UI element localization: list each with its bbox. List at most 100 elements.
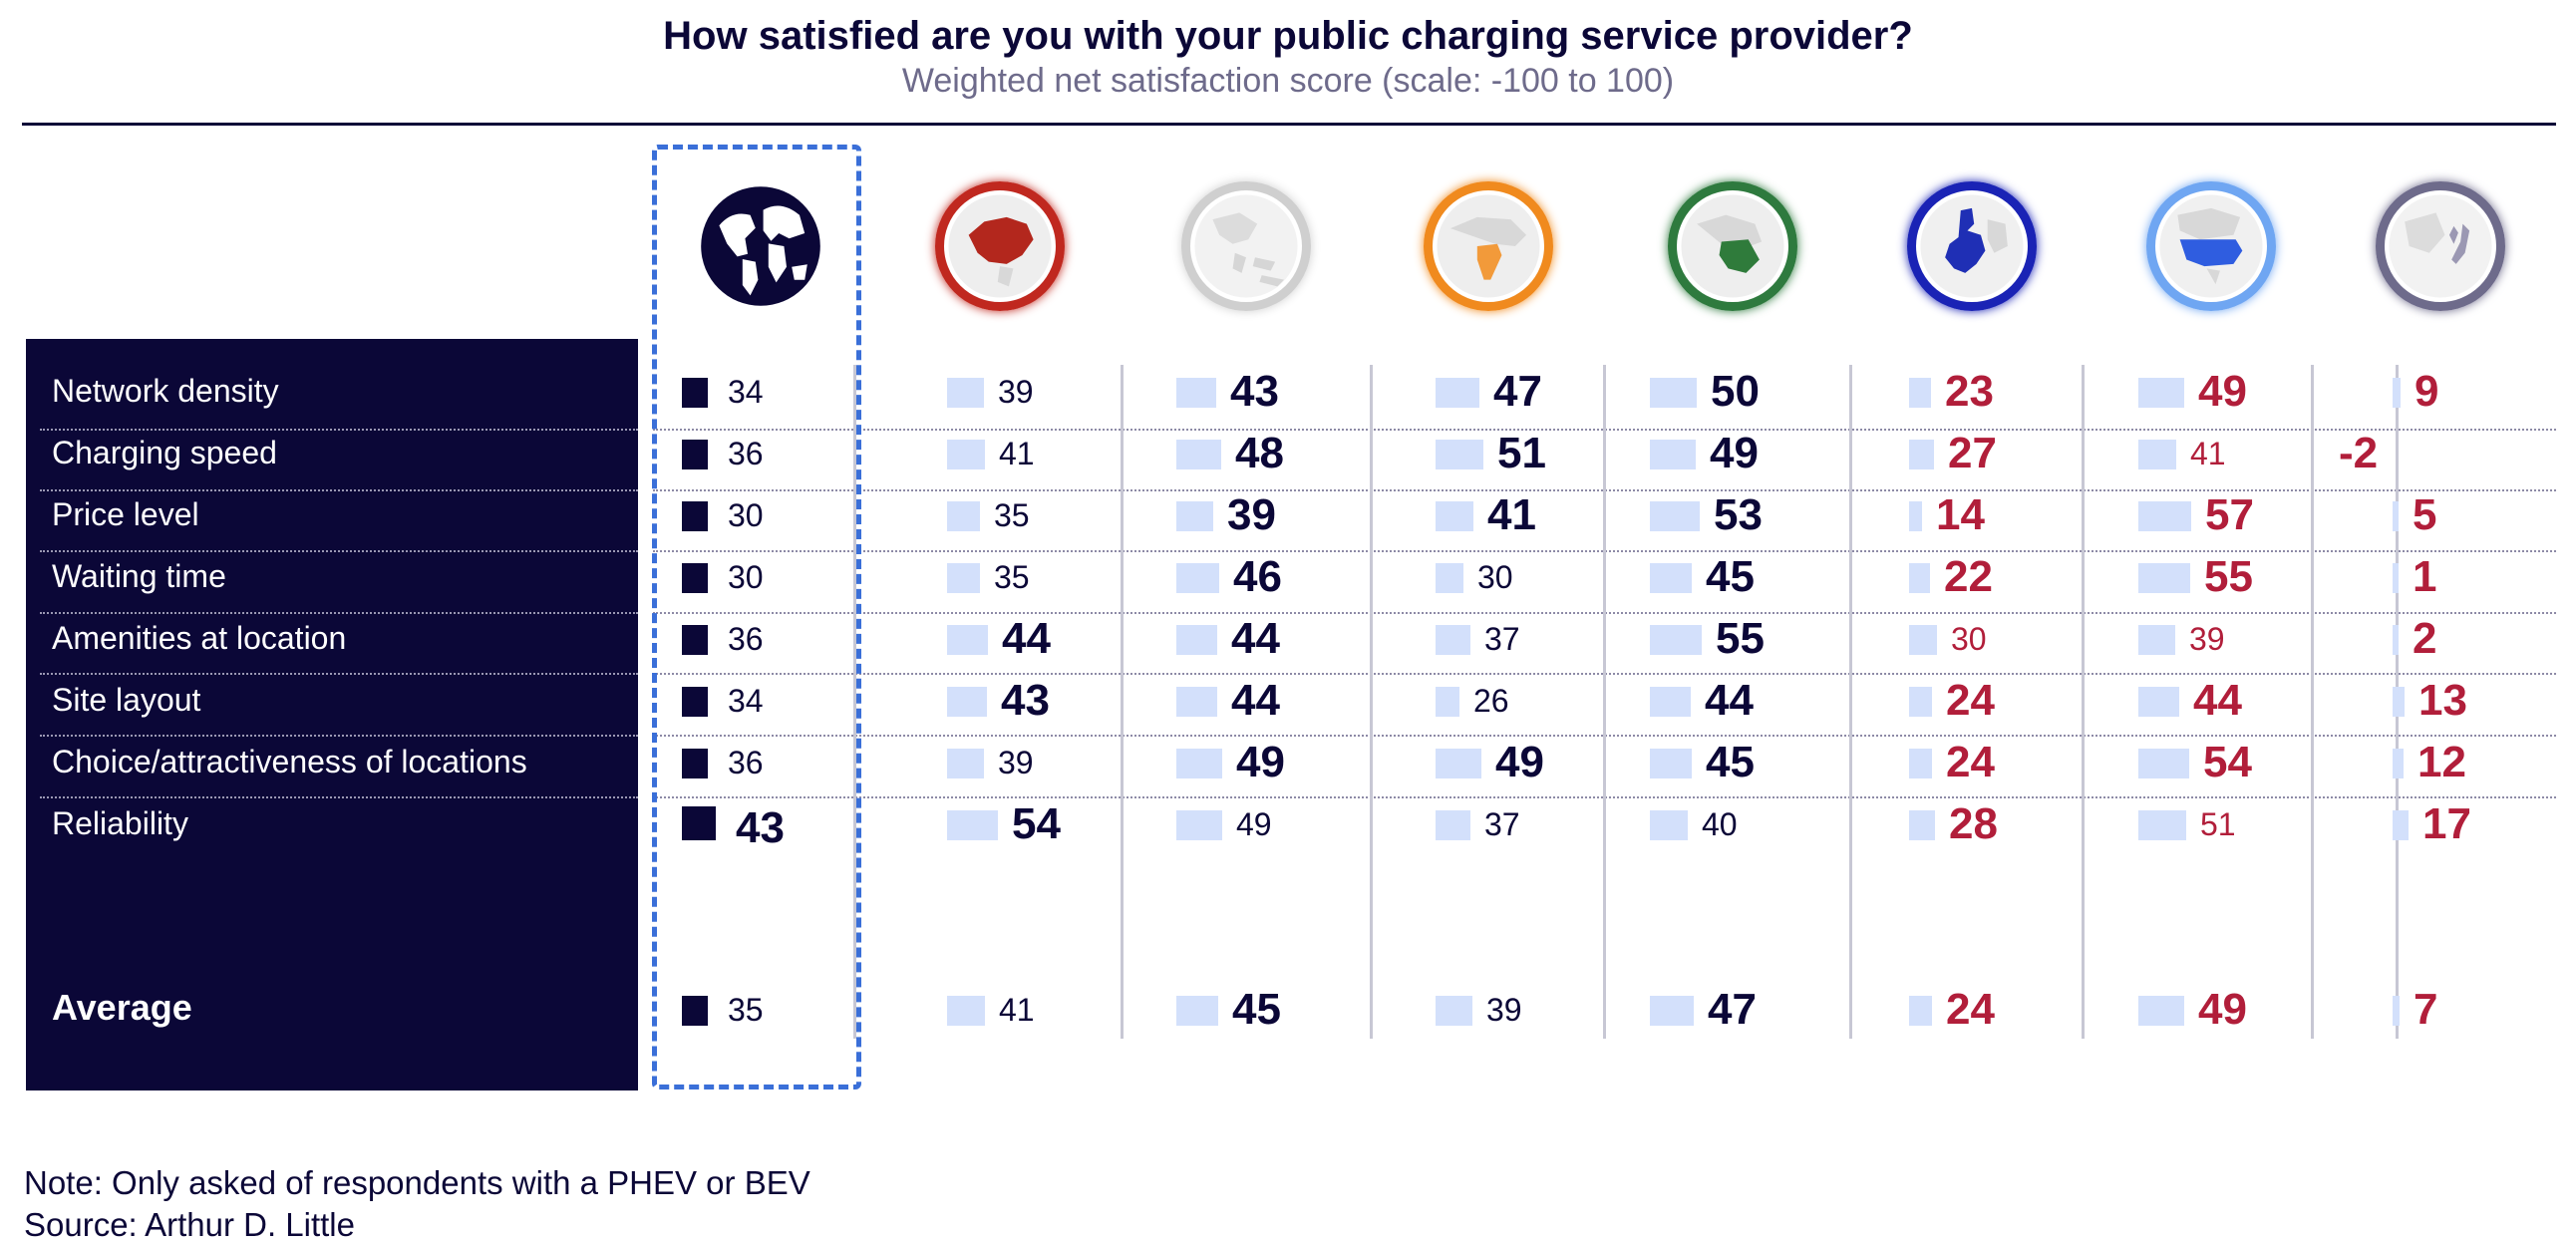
row-label: Amenities at location: [52, 620, 347, 656]
value-label: 2: [2413, 614, 2437, 663]
value-label: 30: [728, 497, 764, 533]
value-bar: [1176, 501, 1213, 531]
value-bar: [1650, 687, 1691, 717]
value-label: 34: [728, 683, 764, 719]
value-label: 24: [1946, 676, 1995, 725]
value-bar: [1176, 440, 1221, 469]
value-bar: [1650, 440, 1696, 469]
value-bar: [1176, 810, 1222, 840]
row-label: Choice/attractiveness of locations: [52, 744, 527, 779]
value-label: 41: [999, 992, 1035, 1028]
value-label: 39: [1486, 992, 1522, 1028]
value-label: 45: [1232, 985, 1281, 1034]
value-bar: [682, 996, 708, 1026]
value-bar: [2138, 996, 2184, 1026]
value-label: 46: [1233, 552, 1282, 601]
value-bar: [1650, 501, 1700, 531]
value-label: 24: [1946, 985, 1995, 1034]
value-label: 47: [1708, 985, 1757, 1034]
value-label: 39: [998, 745, 1034, 780]
column-divider: [1370, 365, 1373, 1039]
value-bar: [2138, 563, 2190, 593]
value-bar: [1909, 563, 1930, 593]
row-label: Network density: [52, 373, 279, 409]
value-label: 49: [1710, 429, 1759, 477]
value-bar: [947, 996, 985, 1026]
value-bar: [2138, 749, 2189, 778]
value-label: 44: [1231, 614, 1280, 663]
value-bar: [1650, 996, 1694, 1026]
label-row-separator: [40, 796, 638, 798]
value-label: 39: [2189, 621, 2225, 657]
value-bar: [2138, 378, 2184, 408]
value-bar: [682, 440, 708, 469]
value-label: 41: [1487, 490, 1536, 539]
value-bar: [1909, 996, 1932, 1026]
value-bar: [1176, 749, 1222, 778]
value-label: 7: [2414, 985, 2438, 1034]
value-bar: [2393, 501, 2399, 531]
row-label: Price level: [52, 496, 199, 532]
value-label: 47: [1493, 367, 1542, 416]
value-bar: [682, 749, 708, 778]
value-bar: [1176, 563, 1219, 593]
value-bar: [1650, 810, 1688, 840]
value-label: 57: [2205, 490, 2254, 539]
value-label: 17: [2422, 799, 2471, 848]
value-bar: [2393, 687, 2405, 717]
source-note: Source: Arthur D. Little: [24, 1206, 355, 1243]
value-bar: [2393, 378, 2401, 408]
middle-east-map-icon: [1668, 181, 1797, 311]
value-bar: [1909, 440, 1934, 469]
value-bar: [2393, 996, 2400, 1026]
value-label: 49: [2198, 985, 2247, 1034]
column-divider: [1121, 365, 1124, 1039]
value-bar: [2393, 810, 2409, 840]
value-label: 12: [2417, 738, 2466, 786]
value-bar: [1436, 563, 1463, 593]
label-row-separator: [40, 735, 638, 737]
value-label: 51: [2200, 806, 2236, 842]
value-label: 35: [994, 559, 1030, 595]
value-label: 27: [1948, 429, 1997, 477]
label-row-separator: [40, 673, 638, 675]
value-bar: [2393, 749, 2404, 778]
value-label: 44: [1705, 676, 1754, 725]
label-row-separator: [40, 612, 638, 614]
value-label: 36: [728, 436, 764, 471]
value-bar: [947, 563, 980, 593]
value-label: 24: [1946, 738, 1995, 786]
europe-map-icon: [1907, 181, 2037, 311]
value-bar: [1436, 687, 1459, 717]
value-bar: [1909, 749, 1932, 778]
value-label: 51: [1497, 429, 1546, 477]
value-bar: [1176, 378, 1216, 408]
value-label: 53: [1714, 490, 1763, 539]
value-bar: [1436, 501, 1473, 531]
value-label: 22: [1944, 552, 1993, 601]
world-globe-icon: [696, 181, 825, 311]
value-label: 37: [1484, 806, 1520, 842]
chart-title: How satisfied are you with your public c…: [663, 14, 1913, 58]
column-divider: [2311, 365, 2314, 1039]
row-label: Reliability: [52, 805, 188, 841]
value-bar: [2138, 687, 2179, 717]
value-bar: [2138, 440, 2176, 469]
value-label: 30: [1951, 621, 1987, 657]
row-label-panel: [26, 339, 638, 1090]
column-divider: [1849, 365, 1852, 1039]
value-label: 28: [1949, 799, 1998, 848]
value-label: 36: [728, 621, 764, 657]
row-label: Site layout: [52, 682, 201, 718]
value-label: 1: [2413, 552, 2437, 601]
value-label: 34: [728, 374, 764, 410]
row-label-average: Average: [52, 987, 192, 1028]
value-label: 55: [1716, 614, 1765, 663]
value-label: 44: [1002, 614, 1051, 663]
value-bar: [1909, 378, 1931, 408]
column-divider: [1603, 365, 1606, 1039]
row-label: Waiting time: [52, 558, 226, 594]
value-bar: [947, 440, 985, 469]
value-label: 43: [1001, 676, 1050, 725]
value-label: 37: [1484, 621, 1520, 657]
